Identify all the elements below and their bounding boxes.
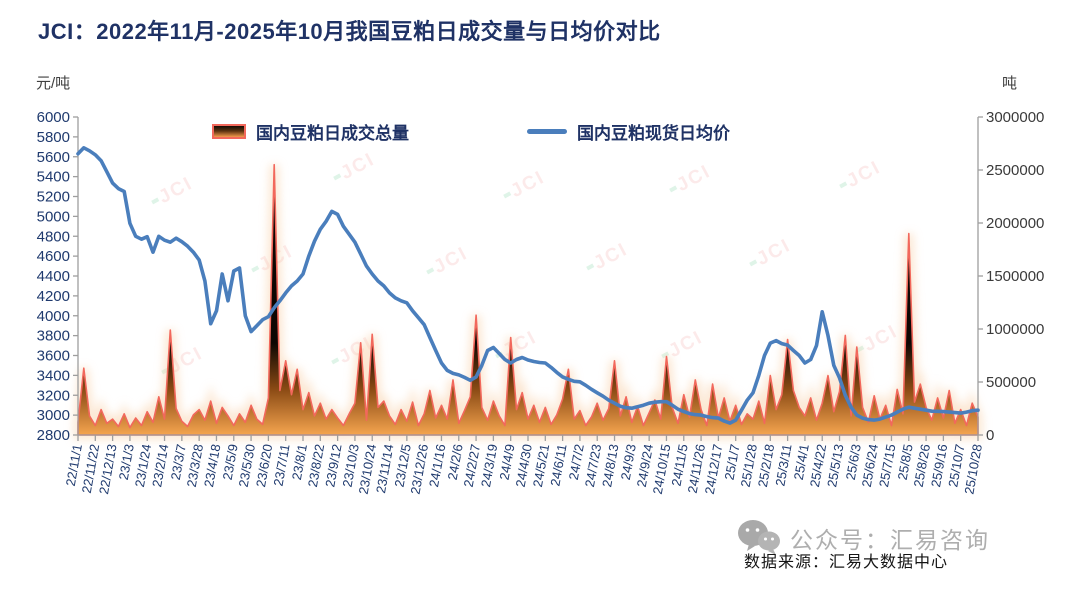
x-axis-label: 23/6/20 [253, 443, 275, 488]
left-axis-label: 5800 [37, 129, 70, 146]
x-axis-label: 25/4/22 [807, 443, 829, 488]
left-axis-label: 4000 [37, 308, 70, 325]
x-axis-label: 25/7/15 [876, 443, 898, 488]
legend-volume-label: 国内豆粕日成交总量 [256, 124, 409, 143]
x-axis-label: 25/9/16 [928, 443, 950, 488]
left-axis-label: 3200 [37, 387, 70, 404]
right-axis-label: 2500000 [986, 162, 1044, 179]
right-axis-label: 500000 [986, 374, 1036, 391]
x-axis-label: 24/2/27 [461, 443, 483, 488]
x-axis-label: 23/7/11 [271, 443, 293, 487]
x-axis-label: 23/8/1 [289, 443, 310, 481]
left-axis-unit: 元/吨 [36, 75, 71, 92]
x-axis-label: 23/8/22 [305, 443, 327, 488]
left-axis-label: 6000 [37, 109, 70, 126]
x-axis-label: 23/1/24 [132, 443, 154, 488]
x-axis-label: 25/6/24 [859, 443, 881, 488]
legend-item-price: 国内豆粕现货日均价 [527, 119, 730, 144]
x-axis-label: 25/10/7 [945, 443, 967, 488]
left-axis-label: 5200 [37, 189, 70, 206]
legend: 国内豆粕日成交总量 国内豆粕现货日均价 [212, 119, 730, 144]
volume-area-series [77, 163, 979, 436]
x-axis-label: 24/7/23 [582, 443, 604, 488]
x-axis-label: 23/3/7 [168, 443, 189, 481]
x-axis-label: 24/4/9 [497, 443, 518, 481]
data-source: 数据来源：汇易大数据中心 [744, 554, 949, 571]
right-axis-label: 2000000 [986, 215, 1044, 232]
legend-price-label: 国内豆粕现货日均价 [577, 124, 730, 143]
price-swatch [527, 129, 567, 134]
left-axis-label: 3400 [37, 367, 70, 384]
x-axis-label: 24/1/16 [426, 443, 448, 488]
left-axis-label: 3600 [37, 348, 70, 365]
left-axis-label: 4800 [37, 228, 70, 245]
wechat-watermark-text: 公众号：汇易咨询 [790, 527, 990, 553]
x-axis-label: 25/6/3 [843, 443, 864, 481]
left-axis-label: 4400 [37, 268, 70, 285]
x-axis-label: 24/9/24 [634, 443, 656, 488]
x-axis-label: 24/3/19 [478, 443, 500, 488]
left-axis-label: 5600 [37, 149, 70, 166]
right-axis-unit: 吨 [1002, 75, 1018, 92]
x-axis-label: 23/3/28 [184, 443, 206, 488]
right-axis-label: 3000000 [986, 109, 1044, 126]
wechat-icon [738, 520, 780, 555]
right-axis-label: 1000000 [986, 321, 1044, 338]
wechat-watermark: 公众号：汇易咨询 [736, 518, 990, 558]
x-axis-label: 25/2/18 [755, 443, 777, 488]
x-axis-label: 22/11/1 [63, 443, 85, 487]
x-axis-label: 25/5/13 [824, 443, 846, 488]
left-axis-label: 3000 [37, 407, 70, 424]
left-axis-label: 5000 [37, 208, 70, 225]
left-axis-label: 4600 [37, 248, 70, 265]
x-axis-label: 24/9/3 [618, 443, 639, 481]
x-axis-label: 23/4/18 [201, 443, 223, 488]
x-axis-label: 25/1/7 [722, 443, 743, 481]
x-axis-label: 25/1/28 [738, 443, 760, 488]
x-axis-label: 24/2/6 [445, 443, 466, 481]
legend-item-volume: 国内豆粕日成交总量 [212, 119, 409, 144]
x-axis-label: 24/6/11 [547, 443, 569, 487]
x-axis-label: 23/5/9 [220, 443, 241, 481]
x-axis-label: 25/8/5 [895, 443, 916, 481]
x-axis-label: 23/9/12 [322, 443, 344, 488]
volume-swatch [212, 124, 246, 139]
x-axis-label: 24/7/2 [566, 443, 587, 481]
x-axis-label: 25/4/1 [791, 443, 812, 481]
chart-title: JCI：2022年11月-2025年10月我国豆粕日成交量与日均价对比 [38, 19, 661, 44]
x-axis-label: 24/4/30 [513, 443, 535, 488]
x-axis-label: 24/8/13 [599, 443, 621, 488]
x-axis-label: 25/8/26 [911, 443, 933, 488]
x-axis-label: 24/11/5 [669, 443, 691, 487]
left-axis-label: 5400 [37, 169, 70, 186]
x-axis-label: 23/1/3 [116, 443, 137, 481]
left-axis-label: 3800 [37, 328, 70, 345]
x-axis-label: 23/10/3 [340, 443, 362, 488]
left-axis-label: 4200 [37, 288, 70, 305]
x-axis-label: 25/3/11 [772, 443, 794, 487]
x-axis-label: 23/2/14 [149, 443, 171, 488]
price-line-series [76, 146, 980, 425]
left-axis-label: 2800 [37, 427, 70, 444]
x-axis-label: 23/5/30 [236, 443, 258, 488]
right-axis-label: 1500000 [986, 268, 1044, 285]
x-axis-label: 23/12/5 [391, 443, 413, 488]
right-axis-label: 0 [986, 427, 994, 444]
x-axis-label: 24/5/21 [530, 443, 552, 488]
